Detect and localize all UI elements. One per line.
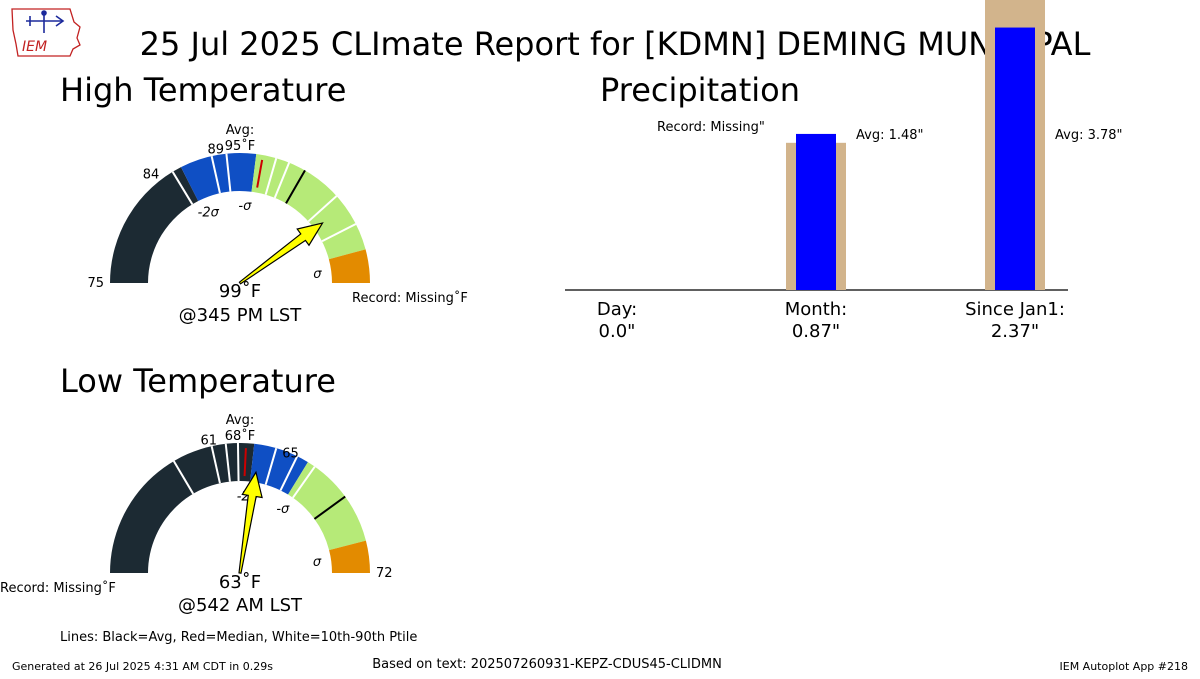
observed-bar — [796, 133, 836, 290]
gauge-band-green — [288, 462, 366, 551]
low-record-label: Record: Missing˚F — [0, 580, 116, 596]
percentile-line — [171, 171, 194, 205]
gauge-band-dark — [110, 167, 199, 283]
low-avg-label: Avg: — [226, 413, 254, 428]
high-observed-value: 99˚F — [219, 281, 261, 302]
sigma-label: σ — [313, 555, 322, 570]
gauge-band-blue — [180, 152, 257, 202]
source-text-id: Based on text: 202507260931-KEPZ-CDUS45-… — [372, 657, 722, 672]
sigma-label: σ — [313, 267, 322, 282]
observed-arrow — [238, 222, 324, 285]
high-temp-title: High Temperature — [60, 71, 346, 109]
precip-record-note: Record: Missing" — [657, 120, 765, 135]
value-label: 0.0" — [599, 321, 636, 342]
observed-arrow — [238, 470, 263, 574]
percentile-line — [292, 466, 316, 499]
percentile-line — [264, 447, 278, 485]
generated-timestamp: Generated at 26 Jul 2025 4:31 AM CDT in … — [12, 660, 273, 673]
gauge-tick-label: 61 — [200, 434, 217, 449]
high-observed-time: @345 PM LST — [179, 305, 303, 326]
high-avg-value: 95˚F — [225, 138, 256, 154]
gauge-tick-label: 72 — [376, 566, 393, 581]
percentile-line — [273, 162, 291, 199]
observed-bar — [995, 27, 1035, 291]
percentile-line — [172, 460, 195, 495]
page-title: 25 Jul 2025 CLImate Report for [KDMN] DE… — [140, 25, 1091, 63]
percentile-line — [236, 443, 240, 482]
percentile-line — [307, 195, 338, 223]
precip-title: Precipitation — [600, 71, 800, 109]
percentile-line — [264, 157, 278, 195]
gauge-tick-label: 89 — [207, 143, 224, 158]
percentile-line — [225, 153, 232, 192]
category-label: Day: — [597, 299, 637, 320]
percentile-line — [210, 445, 221, 484]
low-temp-title: Low Temperature — [60, 362, 336, 400]
value-label: 2.37" — [991, 321, 1039, 342]
percentile-line — [210, 155, 221, 194]
percentile-line — [224, 443, 231, 482]
avg-line — [285, 169, 306, 204]
logo-text: IEM — [22, 39, 47, 55]
gauge-band-blue — [250, 443, 308, 495]
lines-legend-note: Lines: Black=Avg, Red=Median, White=10th… — [60, 630, 417, 645]
value-label: 0.87" — [792, 321, 840, 342]
sigma-label: -σ — [238, 199, 252, 214]
high-temp-gauge: 75 84 89 -2σ -σ σ — [87, 143, 370, 291]
iem-logo[interactable]: IEM — [11, 8, 81, 57]
avg-label: Avg: 3.78" — [1055, 128, 1123, 143]
gauge-band-dark — [110, 442, 255, 573]
percentile-line — [321, 223, 357, 243]
autoplot-app-id: IEM Autoplot App #218 — [1060, 660, 1189, 673]
category-label: Month: — [785, 299, 847, 320]
category-label: Since Jan1: — [965, 299, 1065, 320]
gauge-band-orange — [329, 540, 370, 573]
sigma-label: -2σ — [198, 206, 220, 221]
avg-label: Avg: 1.48" — [856, 128, 924, 143]
percentile-line — [279, 455, 299, 491]
median-line — [243, 448, 247, 477]
high-avg-label: Avg: — [226, 123, 254, 138]
avg-line — [313, 495, 346, 520]
weather-station-icon — [26, 10, 65, 33]
median-line — [256, 159, 264, 188]
gauge-tick-label: 75 — [87, 276, 104, 291]
high-record-label: Record: Missing˚F — [352, 290, 468, 306]
sigma-label: -σ — [276, 502, 290, 517]
low-avg-value: 68˚F — [225, 428, 256, 444]
gauge-tick-label: 65 — [282, 447, 299, 462]
low-observed-time: @542 AM LST — [178, 595, 303, 616]
precip-bar-chart: Day:0.0" Avg: 1.48" Month:0.87" Avg: 3.78" S… — [565, 0, 1123, 342]
gauge-tick-label: 84 — [143, 168, 160, 183]
gauge-band-orange — [328, 249, 370, 283]
low-observed-value: 63˚F — [219, 572, 261, 593]
